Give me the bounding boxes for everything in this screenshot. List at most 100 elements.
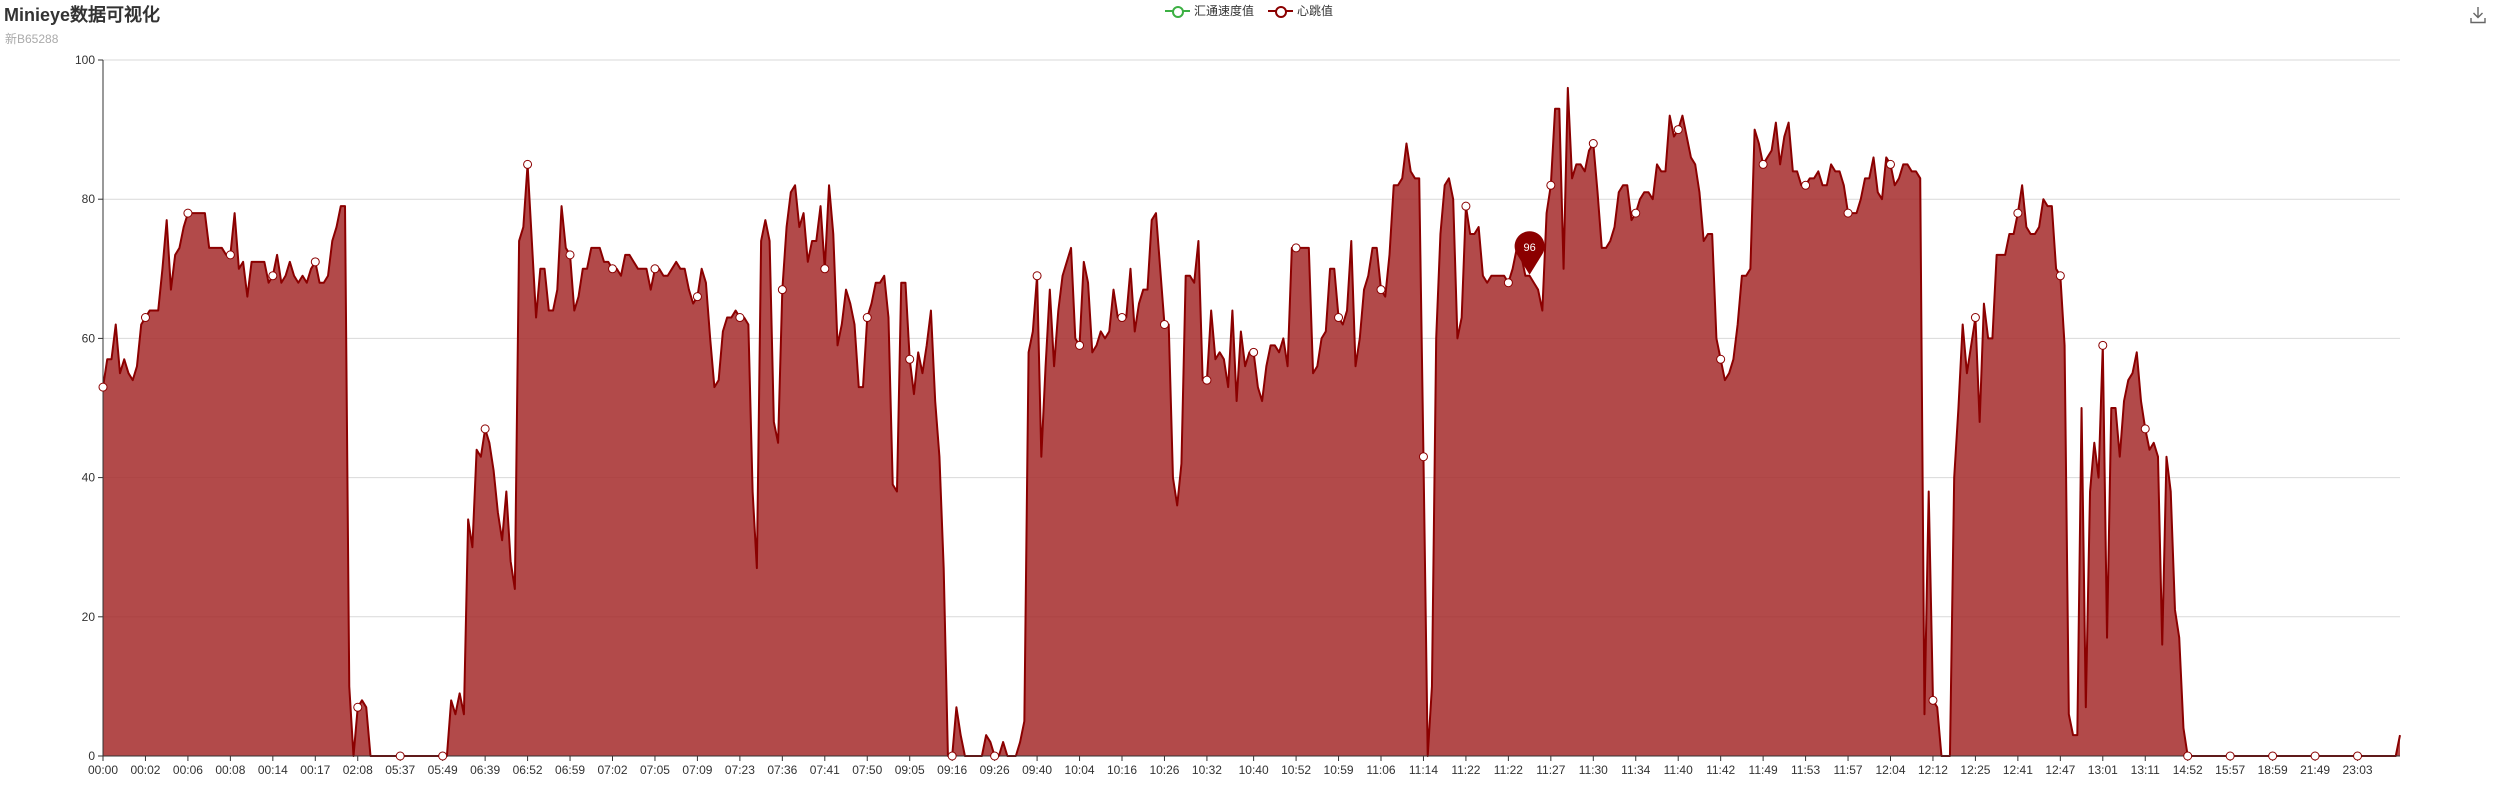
x-tick-label: 10:16 <box>1107 763 1137 777</box>
data-point <box>1503 278 1513 288</box>
x-tick-label: 00:00 <box>88 763 118 777</box>
data-point <box>735 313 745 323</box>
data-point <box>947 751 957 761</box>
x-tick-label: 23:03 <box>2343 763 2373 777</box>
x-tick-label: 11:40 <box>1664 763 1693 777</box>
data-point <box>1546 180 1556 190</box>
x-tick-label: 11:49 <box>1749 763 1778 777</box>
data-point <box>2140 424 2150 434</box>
x-tick-label: 18:59 <box>2258 763 2288 777</box>
x-tick-label: 05:49 <box>428 763 458 777</box>
data-point <box>650 264 660 274</box>
x-tick-label: 06:39 <box>470 763 500 777</box>
data-point <box>1376 285 1386 295</box>
data-point <box>990 751 1000 761</box>
x-tick-label: 12:41 <box>2003 763 2033 777</box>
legend-item-speed[interactable]: 汇通速度值 <box>1165 2 1254 19</box>
x-tick-label: 00:02 <box>130 763 160 777</box>
data-point <box>1588 139 1598 149</box>
y-tick-label: 80 <box>82 192 96 206</box>
data-point <box>1418 452 1428 462</box>
x-tick-label: 00:14 <box>258 763 288 777</box>
data-point <box>395 751 405 761</box>
x-tick-label: 15:57 <box>2215 763 2245 777</box>
data-point <box>140 313 150 323</box>
x-tick-label: 10:40 <box>1239 763 1269 777</box>
x-tick-label: 07:50 <box>852 763 882 777</box>
data-point <box>1801 180 1811 190</box>
x-tick-label: 13:11 <box>2131 763 2160 777</box>
x-tick-label: 10:32 <box>1192 763 1222 777</box>
data-point <box>98 382 108 392</box>
x-tick-label: 14:52 <box>2173 763 2203 777</box>
data-point <box>1159 319 1169 329</box>
x-tick-label: 07:05 <box>640 763 670 777</box>
x-tick-label: 00:17 <box>300 763 330 777</box>
max-value-label: 96 <box>1523 242 1535 254</box>
data-point <box>2098 340 2108 350</box>
data-point <box>1843 208 1853 218</box>
data-point <box>2310 751 2320 761</box>
x-tick-label: 11:30 <box>1579 763 1608 777</box>
legend-marker-speed <box>1165 4 1190 18</box>
x-tick-label: 11:27 <box>1536 763 1565 777</box>
x-tick-label: 07:36 <box>767 763 797 777</box>
data-point <box>268 271 278 281</box>
x-tick-label: 07:23 <box>725 763 755 777</box>
data-point <box>777 285 787 295</box>
x-tick-label: 06:59 <box>555 763 585 777</box>
legend-marker-heartbeat <box>1268 4 1294 18</box>
data-point <box>1291 243 1301 253</box>
x-tick-label: 21:49 <box>2300 763 2330 777</box>
y-tick-label: 0 <box>88 749 95 763</box>
legend-label-speed: 汇通速度值 <box>1194 4 1255 18</box>
series-area-heartbeat <box>103 87 2400 757</box>
download-icon[interactable] <box>2470 6 2486 24</box>
x-tick-label: 11:22 <box>1451 763 1480 777</box>
x-tick-label: 10:04 <box>1065 763 1095 777</box>
data-point <box>1673 125 1683 135</box>
data-point <box>1249 347 1259 357</box>
data-point <box>1928 695 1938 705</box>
x-tick-label: 10:59 <box>1324 763 1354 777</box>
x-tick-label: 11:42 <box>1706 763 1735 777</box>
data-point <box>2268 751 2278 761</box>
data-point <box>1631 208 1641 218</box>
data-point <box>523 159 533 169</box>
data-point <box>1075 340 1085 350</box>
x-tick-label: 07:09 <box>682 763 712 777</box>
data-point <box>1970 313 1980 323</box>
x-tick-label: 13:01 <box>2088 763 2118 777</box>
x-tick-label: 09:05 <box>895 763 925 777</box>
data-point <box>353 702 363 712</box>
max-value-pin <box>1514 231 1545 275</box>
x-tick-label: 11:34 <box>1621 763 1650 777</box>
x-tick-label: 05:37 <box>385 763 415 777</box>
data-point <box>862 313 872 323</box>
chart-subtitle: 新B65288 <box>5 32 59 46</box>
x-tick-label: 00:08 <box>215 763 245 777</box>
x-tick-label: 11:22 <box>1494 763 1523 777</box>
data-point <box>1885 159 1895 169</box>
x-tick-label: 12:47 <box>2045 763 2075 777</box>
data-point <box>1758 159 1768 169</box>
data-point <box>2055 271 2065 281</box>
x-tick-label: 10:52 <box>1281 763 1311 777</box>
legend-label-heartbeat: 心跳值 <box>1297 4 1334 18</box>
x-tick-label: 06:52 <box>513 763 543 777</box>
x-tick-label: 10:26 <box>1149 763 1179 777</box>
x-tick-label: 07:02 <box>597 763 627 777</box>
data-point <box>692 292 702 302</box>
x-tick-label: 11:14 <box>1409 763 1438 777</box>
y-tick-label: 60 <box>82 331 96 345</box>
data-point <box>310 257 320 267</box>
data-point <box>1117 313 1127 323</box>
legend-item-heartbeat[interactable]: 心跳值 <box>1268 2 1333 19</box>
data-point <box>183 208 193 218</box>
x-tick-label: 12:25 <box>1960 763 1990 777</box>
y-tick-label: 40 <box>82 471 96 485</box>
data-point <box>820 264 830 274</box>
data-point <box>1334 313 1344 323</box>
data-point <box>1461 201 1471 211</box>
